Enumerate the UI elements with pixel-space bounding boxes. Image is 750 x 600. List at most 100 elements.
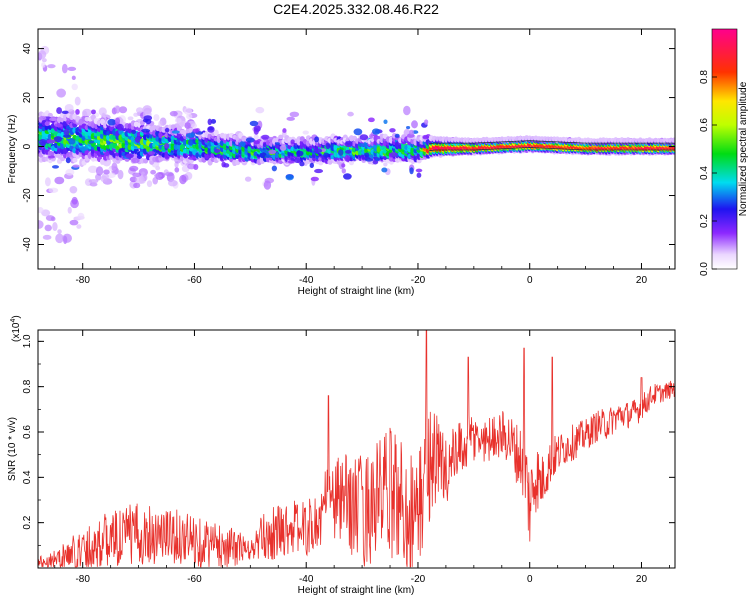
x-tick-label: -20 <box>411 574 426 585</box>
heatmap-noise-cell <box>302 130 309 135</box>
y-tick-label: 1.0 <box>22 334 33 348</box>
heatmap-noise-cell <box>67 66 77 71</box>
heatmap-noise-cell <box>62 233 72 243</box>
heatmap-cell <box>253 134 259 141</box>
heatmap-noise-cell <box>255 106 265 114</box>
snr-multiplier-close: ) <box>11 315 22 318</box>
heatmap-noise-cell <box>52 222 58 232</box>
heatmap-noise-cell <box>286 116 295 121</box>
heatmap-noise-cell <box>61 63 68 74</box>
heatmap-cell <box>44 121 50 127</box>
heatmap-scatter-cell <box>345 149 352 154</box>
heatmap-scatter-cell <box>374 157 381 162</box>
heatmap-scatter-cell <box>287 160 295 164</box>
spectrogram-frame <box>37 28 676 270</box>
heatmap-scatter-cell <box>184 122 191 129</box>
snr-multiplier-base: (x10 <box>11 322 22 342</box>
heatmap-scatter-cell <box>125 153 134 159</box>
y-tick-label: 40 <box>22 43 33 55</box>
spectrogram-x-axis-label: Height of straight line (km) <box>298 286 415 297</box>
heatmap-noise-cell <box>129 176 138 183</box>
heatmap-scatter-cell <box>357 143 367 147</box>
heatmap-scatter-cell <box>314 136 320 143</box>
heatmap-noise-cell <box>89 182 98 187</box>
heatmap-cell <box>671 137 675 144</box>
snr-series-line <box>38 330 675 568</box>
heatmap-noise-cell <box>115 105 121 114</box>
heatmap-scatter-cell <box>293 157 301 164</box>
heatmap-scatter-cell <box>53 136 62 143</box>
heatmap-noise-cell <box>154 173 163 178</box>
heatmap-scatter-cell <box>296 150 304 157</box>
heatmap-noise-cell <box>135 175 145 185</box>
heatmap-scatter-cell <box>323 152 329 158</box>
snr-panel: -80 -60 -40 -20 0 20 0.2 0.4 0.6 0.8 1.0 Height o… <box>7 315 676 596</box>
x-tick-label: -40 <box>299 275 314 286</box>
heatmap-scatter-cell <box>116 123 124 131</box>
heatmap-scatter-cell <box>131 157 140 164</box>
heatmap-noise-cell <box>54 176 65 185</box>
heatmap-scatter-cell <box>338 149 344 156</box>
colorbar-label: Normalized spectral amplitude <box>738 81 749 216</box>
heatmap-noise-cell <box>411 120 418 129</box>
heatmap-noise-cell <box>44 177 51 187</box>
heatmap-ridge-edge-upper <box>429 140 675 145</box>
heatmap-scatter-cell <box>372 128 381 135</box>
snr-y-axis-ticks: 0.2 0.4 0.6 0.8 1.0 <box>22 334 675 546</box>
heatmap-scatter-cell <box>54 123 63 128</box>
heatmap-noise-cell <box>71 75 76 80</box>
heatmap-noise-cell <box>186 113 193 120</box>
heatmap-noise-cell <box>38 207 44 214</box>
heatmap-scatter-cell <box>381 167 388 173</box>
heatmap-scatter-cell <box>238 141 246 147</box>
heatmap-noise-cell <box>150 169 157 175</box>
heatmap-scatter-cell <box>325 142 331 150</box>
heatmap-scatter-cell <box>72 164 80 168</box>
heatmap-scatter-cell <box>207 126 214 131</box>
x-tick-label: -60 <box>187 275 202 286</box>
heatmap-scatter-cell <box>187 139 194 146</box>
heatmap-scatter-cell <box>141 128 151 133</box>
heatmap-scatter-cell <box>171 130 180 134</box>
heatmap-noise-cell <box>71 83 78 91</box>
heatmap-scatter-cell <box>282 128 287 133</box>
heatmap-scatter-cell <box>353 128 363 136</box>
heatmap-scatter-cell <box>344 140 353 148</box>
x-tick-label: -60 <box>187 574 202 585</box>
heatmap-noise-cell <box>166 172 175 183</box>
heatmap-noise-cell <box>87 165 98 174</box>
heatmap-scatter-cell <box>268 136 274 140</box>
x-tick-label: -20 <box>411 275 426 286</box>
svg-text:(x104): (x104) <box>10 315 22 342</box>
heatmap-scatter-cell <box>169 152 174 156</box>
heatmap-scatter-cell <box>341 163 346 168</box>
heatmap-scatter-cell <box>164 143 170 149</box>
snr-frame <box>37 329 676 569</box>
heatmap-cell <box>72 157 78 163</box>
heatmap-scatter-cell <box>264 154 271 158</box>
spectrogram-panel: -80 -60 -40 -20 0 20 -40 -20 0 20 40 Height of st… <box>7 28 676 297</box>
snr-plot-area <box>38 330 675 568</box>
colorbar: 0.0 0.2 0.4 0.6 0.8 Normalized spectral ampl… <box>699 28 749 276</box>
heatmap-scatter-cell <box>409 167 414 175</box>
colorbar-frame <box>711 28 738 270</box>
heatmap-scatter-cell <box>416 172 422 178</box>
heatmap-scatter-cell <box>409 129 414 135</box>
heatmap-scatter-cell <box>249 120 259 127</box>
snr-multiplier: (x104) <box>10 315 22 342</box>
heatmap-scatter-cell <box>364 152 370 158</box>
heatmap-noise-cell <box>77 212 85 220</box>
heatmap-scatter-cell <box>245 137 255 143</box>
heatmap-scatter-cell <box>75 109 80 115</box>
heatmap-noise-cell <box>174 117 182 123</box>
heatmap-scatter-cell <box>164 127 170 133</box>
heatmap-scatter-cell <box>259 152 267 159</box>
heatmap-noise-cell <box>153 114 160 121</box>
heatmap-scatter-cell <box>185 133 195 139</box>
colorbar-tick-label: 0.0 <box>699 262 710 276</box>
heatmap-noise-cell <box>65 168 75 176</box>
heatmap-noise-cell <box>48 187 59 193</box>
x-tick-label: 0 <box>527 574 533 585</box>
heatmap-scatter-cell <box>364 158 374 162</box>
colorbar-tick-label: 0.4 <box>699 166 710 180</box>
